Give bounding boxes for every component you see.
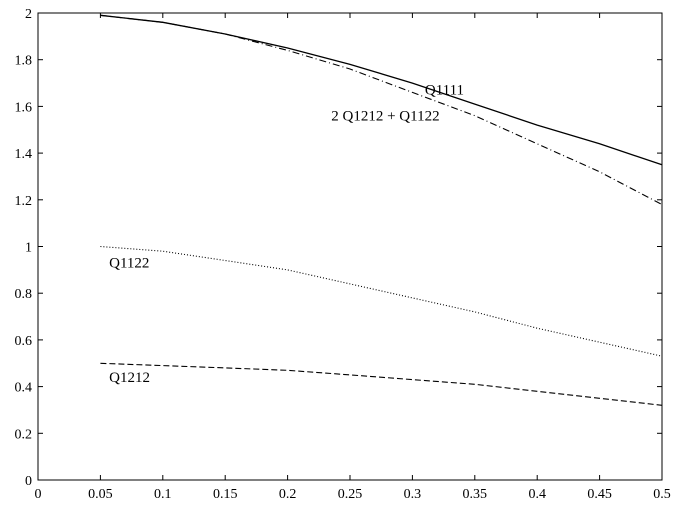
x-tick-label: 0.3 bbox=[404, 487, 422, 502]
x-tick-label: 0.2 bbox=[279, 487, 297, 502]
tick-labels: 0 0.05 0.1 0.15 0.2 0.25 0.3 0.35 0.4 0.45 0.5 0 0.2… bbox=[15, 7, 671, 502]
y-tick-label: 1 bbox=[25, 241, 32, 256]
series-line-2 bbox=[100, 245, 663, 357]
x-tick-label: 0.1 bbox=[154, 487, 172, 502]
y-tick-label: 0.4 bbox=[15, 381, 33, 396]
annotation-1: 2 Q1212 + Q1122 bbox=[331, 108, 439, 124]
y-tick-label: 2 bbox=[25, 7, 32, 22]
y-tick-label: 1.6 bbox=[15, 100, 33, 115]
y-tick-label: 1.2 bbox=[15, 194, 33, 209]
annotations: Q1111 2 Q1212 + Q1122 Q1122 Q1212 bbox=[109, 83, 464, 386]
axis-ticks bbox=[37, 12, 663, 481]
x-tick-label: 0.15 bbox=[213, 487, 238, 502]
y-tick-label: 0.8 bbox=[15, 287, 33, 302]
x-tick-label: 0.5 bbox=[653, 487, 671, 502]
series-lines bbox=[100, 14, 663, 406]
series-line-0 bbox=[100, 14, 663, 166]
series-line-1 bbox=[100, 14, 663, 205]
x-tick-label: 0.05 bbox=[88, 487, 113, 502]
x-tick-label: 0.25 bbox=[338, 487, 363, 502]
series-line-3 bbox=[100, 362, 663, 406]
annotation-3: Q1212 bbox=[109, 370, 150, 386]
x-tick-label: 0.4 bbox=[528, 487, 546, 502]
annotation-0: Q1111 bbox=[425, 83, 464, 99]
plot-frame bbox=[37, 12, 663, 481]
y-tick-label: 1.4 bbox=[15, 147, 33, 162]
x-tick-label: 0.35 bbox=[463, 487, 488, 502]
x-tick-label: 0.45 bbox=[587, 487, 612, 502]
y-tick-label: 0 bbox=[25, 474, 32, 489]
y-tick-label: 0.2 bbox=[15, 427, 33, 442]
y-tick-label: 0.6 bbox=[15, 334, 33, 349]
y-tick-label: 1.8 bbox=[15, 54, 33, 69]
annotation-2: Q1122 bbox=[109, 256, 149, 272]
x-tick-label: 0 bbox=[35, 487, 42, 502]
